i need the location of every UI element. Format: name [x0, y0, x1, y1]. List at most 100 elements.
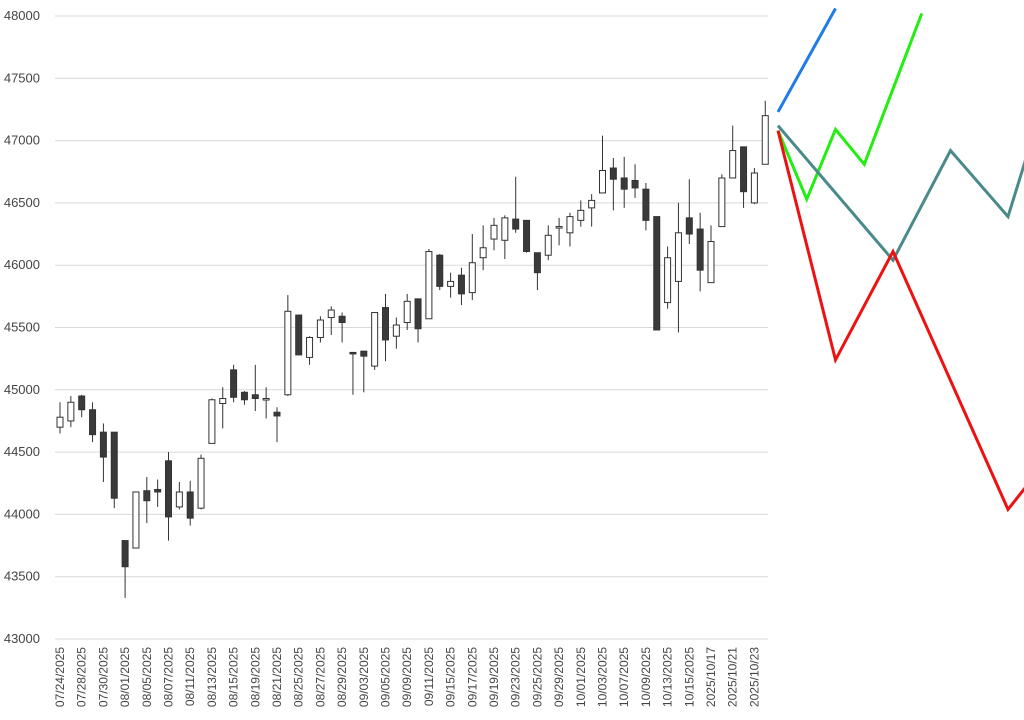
candle	[273, 407, 281, 443]
y-tick-label: 43500	[4, 569, 40, 584]
candle-body	[523, 219, 531, 252]
x-tick-label: 07/24/2025	[53, 647, 67, 707]
candle-body	[588, 199, 596, 209]
candle-body	[533, 252, 541, 274]
candle	[306, 336, 314, 365]
candle	[154, 479, 162, 507]
candle	[349, 351, 357, 395]
x-tick-label: 08/07/2025	[162, 647, 176, 707]
x-tick-label: 09/11/2025	[422, 647, 436, 706]
candle-body	[338, 315, 346, 324]
candle-body	[132, 491, 140, 549]
candle-body	[436, 254, 444, 287]
x-tick-label: 09/09/2025	[400, 647, 414, 707]
candle	[620, 156, 628, 208]
candle-body	[349, 351, 357, 355]
candle	[186, 480, 194, 526]
candle	[588, 194, 596, 227]
candle	[761, 100, 769, 165]
candle-body	[761, 115, 769, 165]
candle	[175, 482, 183, 510]
candle	[664, 246, 672, 309]
x-tick-label: 09/29/2025	[552, 647, 566, 707]
x-tick-label: 09/17/2025	[465, 647, 479, 707]
projection-line	[776, 130, 1024, 513]
candle-body	[295, 314, 303, 356]
candle	[392, 317, 400, 349]
projection-line	[776, 7, 837, 113]
candle-body	[707, 241, 715, 284]
candle	[447, 272, 455, 298]
candle-body	[197, 457, 205, 509]
candle	[240, 391, 248, 405]
x-tick-label: 10/15/2025	[682, 647, 696, 707]
candle	[599, 135, 606, 194]
candle-body	[642, 188, 650, 221]
candle	[544, 225, 552, 261]
candle	[490, 217, 498, 251]
projection-line	[776, 124, 1024, 263]
candle-body	[327, 309, 335, 319]
candle-body	[653, 216, 661, 331]
candle-body	[479, 247, 487, 259]
candle	[566, 212, 574, 247]
candle-body	[306, 336, 314, 358]
candle-body	[685, 217, 693, 235]
candle	[707, 225, 715, 284]
candle	[577, 200, 585, 227]
candle-body	[371, 312, 379, 367]
candle-body	[382, 307, 389, 341]
candle-body	[512, 218, 520, 230]
candle-body	[273, 411, 281, 417]
candle-body	[121, 540, 129, 568]
candle-body	[175, 491, 183, 508]
candle	[132, 491, 140, 549]
candle	[230, 364, 238, 403]
candle-body	[284, 310, 292, 396]
x-tick-label: 08/29/2025	[335, 647, 349, 707]
x-tick-label: 07/30/2025	[96, 647, 110, 707]
x-tick-label: 10/09/2025	[639, 647, 653, 707]
candle	[110, 431, 118, 509]
candle	[501, 215, 509, 259]
x-axis-labels: 07/24/2025 07/28/2025 07/30/2025 08/01/2025…	[53, 647, 761, 707]
candle	[89, 402, 97, 443]
candle-body	[544, 234, 552, 256]
candle-body	[750, 172, 758, 204]
candle-body	[664, 257, 672, 304]
candle-body	[78, 395, 86, 411]
candle-body	[56, 416, 64, 428]
y-tick-label: 44500	[4, 444, 40, 459]
candle-body	[403, 300, 411, 324]
candle	[479, 225, 487, 271]
candle-body	[501, 217, 509, 241]
x-tick-label: 09/23/2025	[509, 647, 523, 707]
candle-body	[186, 491, 194, 519]
candle	[284, 295, 292, 397]
y-axis-labels: 43000 43500 44000 44500 45000 45500 46000 46500…	[4, 8, 40, 646]
y-tick-label: 47500	[4, 70, 40, 85]
candle	[295, 314, 303, 356]
candle	[67, 396, 75, 428]
candle	[360, 350, 368, 393]
candle-body	[490, 224, 498, 240]
x-tick-label: 10/01/2025	[574, 647, 588, 707]
candle	[382, 293, 389, 362]
candle	[208, 398, 216, 444]
candle	[750, 168, 758, 205]
x-tick-label: 09/05/2025	[379, 647, 393, 707]
candle-body	[609, 167, 617, 180]
candle	[425, 249, 433, 320]
candle	[143, 477, 151, 524]
candles	[56, 100, 769, 598]
x-tick-label: 10/13/2025	[661, 647, 675, 707]
candle-body	[154, 488, 162, 493]
candle-body	[99, 431, 107, 458]
candle	[718, 174, 726, 228]
candle-body	[360, 350, 368, 357]
candle-body	[316, 319, 324, 338]
x-tick-label: 2025/10/17	[704, 647, 718, 707]
candle	[653, 216, 661, 331]
candle-body	[262, 398, 270, 401]
